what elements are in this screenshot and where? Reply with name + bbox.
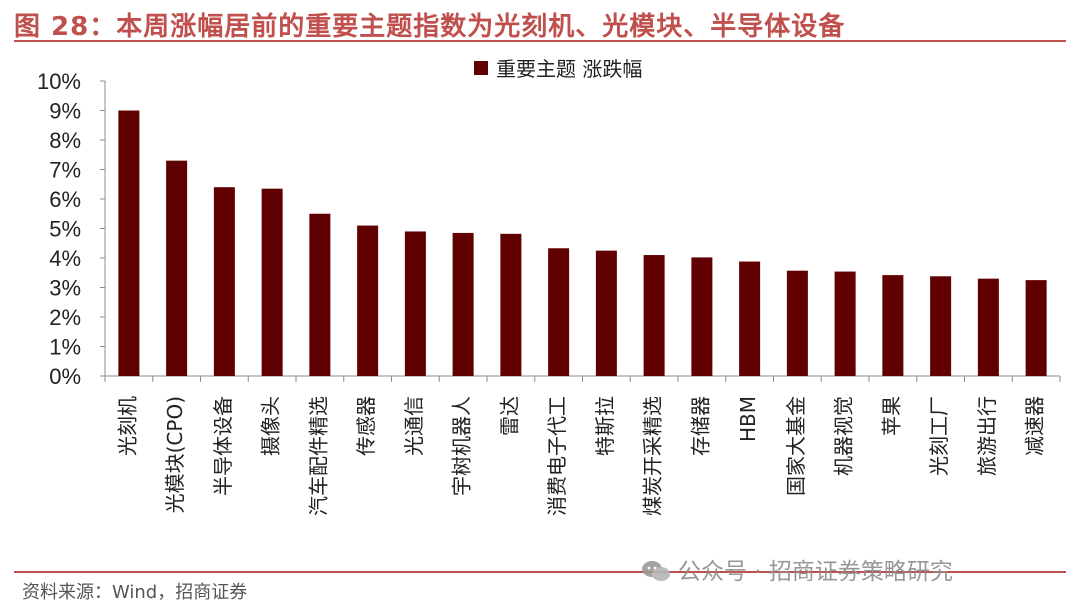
y-tick-label: 5% [49,217,81,242]
bar [166,160,188,376]
title-divider [14,40,1066,42]
bar [309,213,331,376]
bar [118,110,140,376]
legend: 重要主题 涨跌幅 [474,57,642,81]
x-tick-labels: 光刻机 光模块(CPO) 半导体设备 摄像头 汽车配件精选 传感器 光通信 宇树机器人 雷达 消费… [115,396,1046,516]
x-tick-label: 雷达 [497,396,521,436]
bars-group [118,110,1047,376]
x-tick-label: 国家大基金 [784,396,808,496]
bar [882,275,904,376]
bar [500,233,522,376]
x-tick-label: 光刻机 [115,396,139,456]
y-tick-label: 4% [49,246,81,271]
bar [595,250,617,376]
x-tick-label: 光通信 [402,396,426,456]
bar [548,248,570,376]
bar [643,255,665,376]
bar [404,231,426,376]
bar [930,276,952,376]
x-tick-label: 消费电子代工 [545,396,569,516]
x-tick-label: 特斯拉 [593,396,617,456]
bar [452,232,474,376]
x-tick-label: 减速器 [1023,396,1047,456]
x-tick-label: 传感器 [354,396,378,456]
bar [357,225,379,376]
watermark: 公众号 · 招商证券策略研究 [640,552,953,586]
x-axis [104,375,1061,382]
x-tick-label: 旅游出行 [975,396,999,476]
x-tick-label: 光刻工厂 [927,396,951,476]
y-tick-label: 8% [49,128,81,153]
y-tick-label: 6% [49,187,81,212]
y-axis: 0% 1% 2% 3% 4% 5% 6% 7% 8% 9% 10% [37,69,106,389]
y-tick-label: 9% [49,99,81,124]
bar [834,271,856,376]
bar [1025,280,1047,376]
legend-swatch [474,61,488,75]
bar [786,270,808,376]
x-tick-label: 半导体设备 [211,396,235,496]
y-tick-label: 10% [37,69,81,94]
bar [977,278,999,376]
x-tick-label: 汽车配件精选 [306,396,330,516]
x-tick-label: 机器视觉 [832,396,856,476]
watermark-text: 公众号 · 招商证券策略研究 [678,559,953,585]
y-tick-label: 2% [49,305,81,330]
legend-label: 重要主题 涨跌幅 [496,57,642,81]
y-tick-label: 1% [49,335,81,360]
x-tick-label: 宇树机器人 [450,396,474,496]
x-tick-label: 光模块(CPO) [163,396,187,513]
x-tick-label: 存储器 [688,396,712,456]
bar [261,188,283,376]
source-note: 资料来源：Wind，招商证券 [22,582,248,603]
x-tick-label: 摄像头 [259,396,283,456]
y-tick-label: 7% [49,158,81,183]
x-tick-label: 煤炭开采精选 [641,396,665,516]
footer-divider [14,571,1066,573]
bar [739,261,761,376]
y-tick-label: 3% [49,276,81,301]
bar [691,257,713,376]
wechat-icon [642,561,670,581]
x-tick-label: HBM [736,396,760,442]
y-tick-label: 0% [49,364,81,389]
x-tick-label: 苹果 [879,396,903,436]
bar [213,187,235,376]
chart-title: 图 28：本周涨幅居前的重要主题指数为光刻机、光模块、半导体设备 [14,12,846,42]
